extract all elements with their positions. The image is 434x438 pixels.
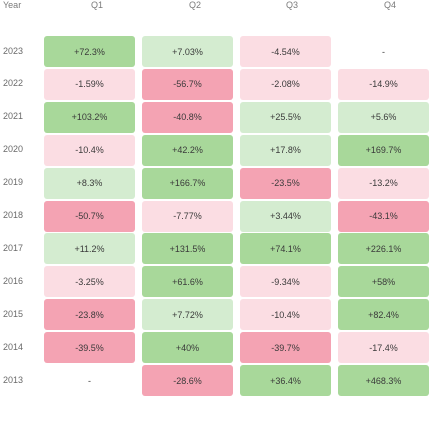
heatmap-cell: +82.4% <box>338 299 429 331</box>
heatmap-cell: +74.1% <box>240 233 331 265</box>
heatmap-cell: +25.5% <box>240 101 331 133</box>
heatmap-cell: +103.2% <box>44 101 135 133</box>
heatmap-cell: +7.72% <box>142 299 233 331</box>
heatmap-cell: +58% <box>338 266 429 298</box>
row-label-2017: 2017 <box>3 242 24 253</box>
heatmap-cell: - <box>44 365 135 396</box>
heatmap-cell: +7.03% <box>142 36 233 67</box>
column-header-q3: Q3 <box>285 0 299 10</box>
heatmap-cell: -23.5% <box>240 167 331 199</box>
heatmap-cell: +169.7% <box>338 134 429 166</box>
heatmap-cell: +36.4% <box>240 365 331 396</box>
row-label-2022: 2022 <box>3 78 24 89</box>
heatmap-cell: -4.54% <box>240 36 331 67</box>
heatmap-cell: -23.8% <box>44 299 135 331</box>
heatmap-cell: -39.5% <box>44 332 135 364</box>
row-label-2016: 2016 <box>3 275 24 286</box>
heatmap-cell: +8.3% <box>44 167 135 199</box>
heatmap-cell: -39.7% <box>240 332 331 364</box>
heatmap-cell: +131.5% <box>142 233 233 265</box>
corner-label: Year <box>3 0 22 10</box>
heatmap-cell: -10.4% <box>240 299 331 331</box>
heatmap-cell: -17.4% <box>338 332 429 364</box>
heatmap-cell: +72.3% <box>44 36 135 67</box>
heatmap-cell: -3.25% <box>44 266 135 298</box>
heatmap-cell: -2.08% <box>240 68 331 100</box>
heatmap-cell: +61.6% <box>142 266 233 298</box>
heatmap-cell: -56.7% <box>142 68 233 100</box>
heatmap-cell: +166.7% <box>142 167 233 199</box>
row-label-2018: 2018 <box>3 210 24 220</box>
row-label-2019: 2019 <box>3 177 24 188</box>
row-label-2020: 2020 <box>3 144 24 155</box>
row-label-2014: 2014 <box>3 341 24 352</box>
heatmap-cell: +17.8% <box>240 134 331 166</box>
row-label-2023: 2023 <box>3 45 24 56</box>
heatmap-cell: -7.77% <box>142 200 233 232</box>
row-label-2013: 2013 <box>3 374 24 385</box>
heatmap-cell: -9.34% <box>240 266 331 298</box>
heatmap-cell: +40% <box>142 332 233 364</box>
heatmap-cell: +42.2% <box>142 134 233 166</box>
heatmap-cell: +5.6% <box>338 101 429 133</box>
row-label-2015: 2015 <box>3 308 24 319</box>
heatmap-cell: -1.59% <box>44 68 135 100</box>
row-label-2021: 2021 <box>3 111 24 122</box>
heatmap-cell: +11.2% <box>44 233 135 265</box>
heatmap-cell: -13.2% <box>338 167 429 199</box>
heatmap-cell: -28.6% <box>142 365 233 396</box>
heatmap-cell: -43.1% <box>338 200 429 232</box>
column-header-q2: Q2 <box>188 0 202 10</box>
heatmap-cell: +468.3% <box>338 365 429 396</box>
heatmap-cell: +3.44% <box>240 200 331 232</box>
column-header-q4: Q4 <box>383 0 397 10</box>
heatmap-cell: -40.8% <box>142 101 233 133</box>
column-header-q1: Q1 <box>90 0 104 10</box>
heatmap-cell: -14.9% <box>338 68 429 100</box>
heatmap-cell: +226.1% <box>338 233 429 265</box>
heatmap-cell: - <box>338 36 429 67</box>
heatmap-cell: -50.7% <box>44 200 135 232</box>
heatmap-cell: -10.4% <box>44 134 135 166</box>
